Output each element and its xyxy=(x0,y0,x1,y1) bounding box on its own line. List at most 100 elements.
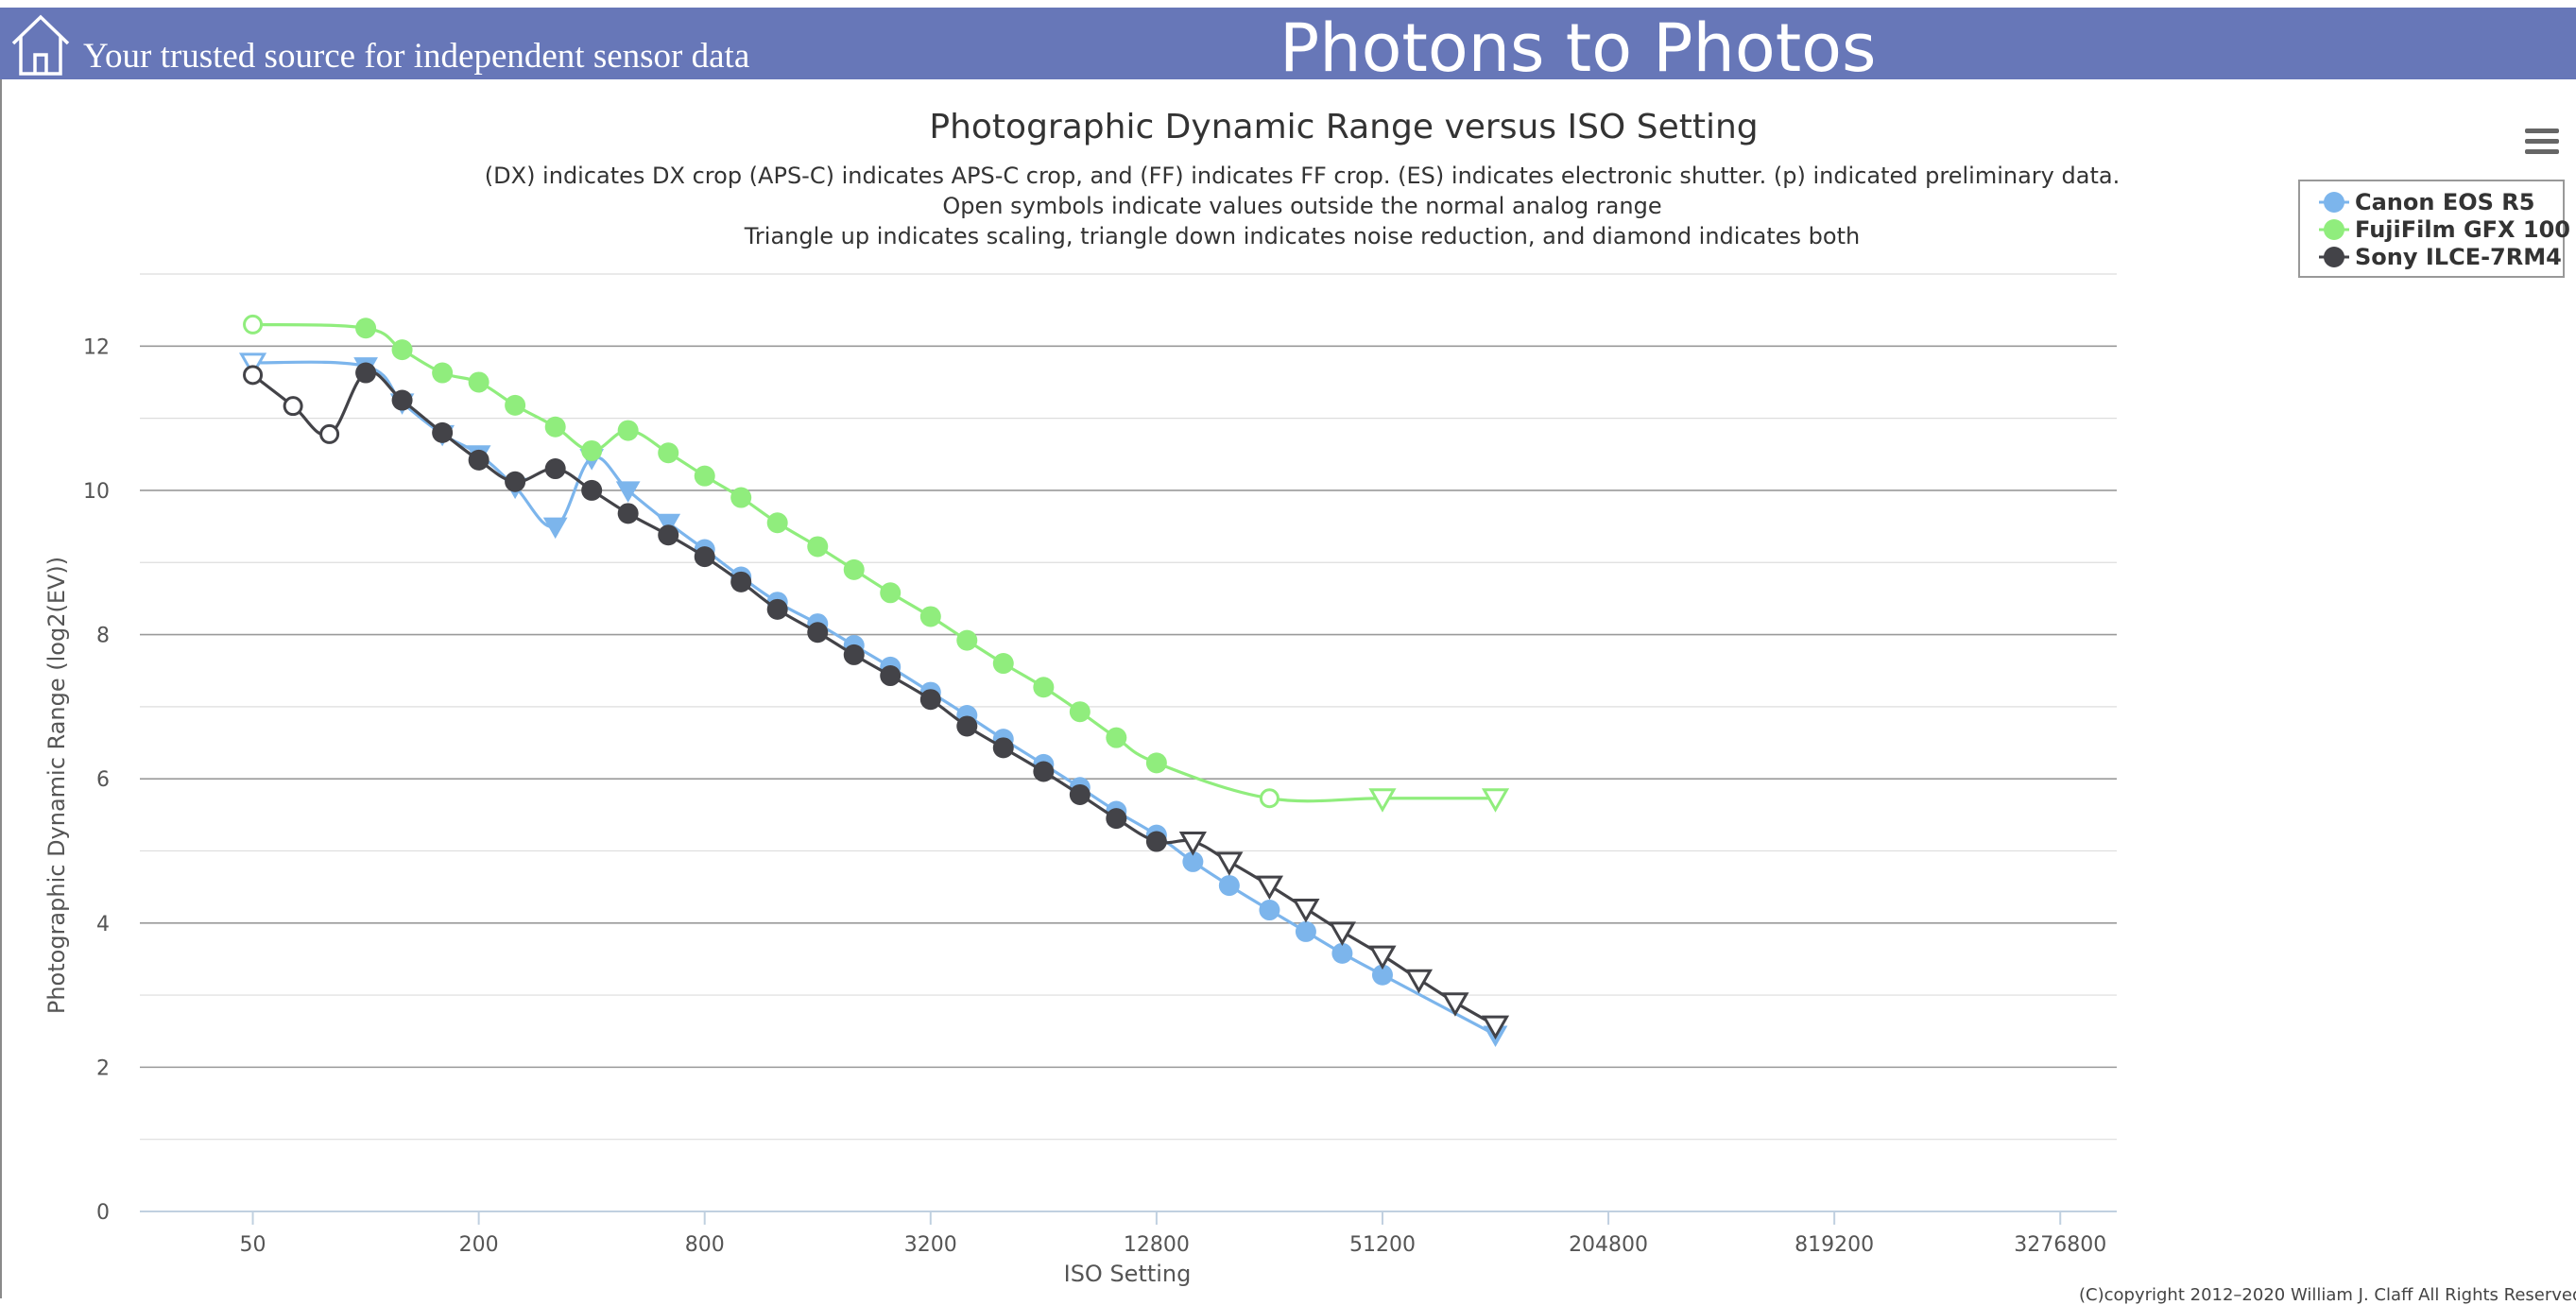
sony-ilce-7rm4-line xyxy=(251,369,1497,1027)
sony-ilce-7rm4-point xyxy=(283,396,303,417)
site-header: Your trusted source for independent sens… xyxy=(0,8,2576,87)
canon-eos-r5-point xyxy=(1182,850,1204,872)
sony-ilce-7rm4-point xyxy=(1069,783,1091,805)
fujifilm-gfx-100-point xyxy=(1106,727,1127,748)
sony-ilce-7rm4-point xyxy=(1033,761,1055,782)
chart-subtitle-line: (DX) indicates DX crop (APS-C) indicates… xyxy=(485,163,2120,189)
fujifilm-gfx-100-point xyxy=(919,606,941,627)
sony-ilce-7rm4-point xyxy=(1145,831,1167,852)
hamburger-menu-icon[interactable] xyxy=(2525,129,2559,161)
x-tick-label: 3200 xyxy=(904,1233,957,1257)
sony-ilce-7rm4-point xyxy=(1292,899,1320,923)
sony-ilce-7rm4-point xyxy=(1178,832,1207,856)
y-tick-label: 0 xyxy=(96,1201,110,1225)
chart-subtitle-line: Triangle up indicates scaling, triangle … xyxy=(744,223,1860,249)
x-tick-label: 51200 xyxy=(1349,1233,1416,1257)
x-tick-label: 800 xyxy=(685,1233,725,1257)
sony-ilce-7rm4-point xyxy=(956,715,978,737)
fujifilm-gfx-100-point xyxy=(1259,788,1279,809)
sony-ilce-7rm4-point xyxy=(1368,945,1397,970)
fujifilm-gfx-100-point xyxy=(243,314,264,335)
x-axis-title: ISO Setting xyxy=(1064,1261,1192,1287)
canon-eos-r5-point xyxy=(1295,920,1316,942)
dynamic-range-chart: 0 2 4 6 8 10 12 50 200 800 3200 12800 51200 204800 819… xyxy=(43,108,2120,1287)
site-tagline: Your trusted source for independent sens… xyxy=(83,37,750,76)
legend-label: Canon EOS R5 xyxy=(2355,189,2535,215)
fujifilm-gfx-100-point xyxy=(807,536,829,558)
x-tick-label: 204800 xyxy=(1569,1233,1648,1257)
sony-ilce-7rm4-point xyxy=(658,524,679,546)
y-tick-label: 8 xyxy=(96,625,110,648)
legend-item[interactable]: Canon EOS R5 xyxy=(2317,189,2534,215)
fujifilm-gfx-100-point xyxy=(694,465,715,487)
sony-ilce-7rm4-point xyxy=(1441,992,1469,1017)
fujifilm-gfx-100-point xyxy=(658,442,679,464)
canon-eos-r5-point xyxy=(656,513,681,536)
sony-ilce-7rm4-point xyxy=(1404,969,1434,994)
sony-ilce-7rm4-point xyxy=(1328,921,1356,946)
fujifilm-gfx-100-point xyxy=(581,439,603,461)
canon-eos-r5-point xyxy=(615,481,641,503)
sony-ilce-7rm4-point xyxy=(843,644,865,665)
home-icon[interactable] xyxy=(8,11,74,77)
fujifilm-gfx-100-point xyxy=(766,512,788,534)
x-tick-label: 3276800 xyxy=(2014,1233,2106,1257)
fujifilm-gfx-100-point xyxy=(468,371,489,393)
x-tick-label: 200 xyxy=(459,1233,499,1257)
fujifilm-gfx-100-point xyxy=(355,318,377,339)
sony-ilce-7rm4-point xyxy=(992,737,1014,759)
sony-ilce-7rm4-point xyxy=(766,598,788,620)
sony-ilce-7rm4-point xyxy=(1106,808,1127,830)
sony-ilce-7rm4-point xyxy=(919,689,941,711)
fujifilm-gfx-100-point xyxy=(1481,788,1510,813)
sony-ilce-7rm4-point xyxy=(432,421,454,443)
y-tick-label: 10 xyxy=(83,480,110,504)
sony-ilce-7rm4-point xyxy=(581,479,603,501)
fujifilm-gfx-100-point xyxy=(843,558,865,580)
sony-ilce-7rm4-point xyxy=(694,546,715,568)
fujifilm-gfx-100-point xyxy=(1033,677,1055,698)
canon-eos-r5-series xyxy=(238,352,1508,1048)
y-axis-title: Photographic Dynamic Range (log2(EV)) xyxy=(43,557,70,1014)
legend-symbol-icon xyxy=(2319,247,2349,267)
sony-ilce-7rm4-point xyxy=(468,449,489,471)
x-tick-label: 50 xyxy=(240,1233,266,1257)
fujifilm-gfx-100-point xyxy=(617,420,639,441)
sony-ilce-7rm4-point xyxy=(880,665,902,687)
chart-subtitle-line: Open symbols indicate values outside the… xyxy=(942,193,1661,219)
sony-ilce-7rm4-series xyxy=(243,362,1510,1040)
canon-eos-r5-point xyxy=(1371,964,1393,986)
fujifilm-gfx-100-point xyxy=(391,339,413,361)
legend-label: FujiFilm GFX 100 xyxy=(2355,216,2570,243)
sony-ilce-7rm4-point xyxy=(1481,1015,1510,1040)
canon-eos-r5-point xyxy=(238,352,267,377)
y-tick-label: 4 xyxy=(96,913,110,936)
x-tick-label: 12800 xyxy=(1124,1233,1190,1257)
legend-item[interactable]: FujiFilm GFX 100 xyxy=(2317,216,2570,243)
sony-ilce-7rm4-point xyxy=(505,471,526,492)
fujifilm-gfx-100-series xyxy=(243,314,1510,813)
legend-symbol-icon xyxy=(2319,192,2349,213)
canon-eos-r5-point xyxy=(1259,900,1280,921)
sony-ilce-7rm4-point xyxy=(1255,875,1284,901)
site-brand[interactable]: Photons to Photos xyxy=(1279,9,1877,87)
sony-ilce-7rm4-point xyxy=(730,571,752,592)
page-frame-border xyxy=(0,79,2,1298)
fujifilm-gfx-100-point xyxy=(505,394,526,416)
sony-ilce-7rm4-point xyxy=(544,458,566,480)
y-tick-label: 6 xyxy=(96,768,110,792)
fujifilm-gfx-100-point xyxy=(1368,788,1397,813)
canon-eos-r5-point xyxy=(1331,942,1353,964)
fujifilm-gfx-100-point xyxy=(992,653,1014,675)
canon-eos-r5-point xyxy=(1218,875,1240,897)
legend-symbol-icon xyxy=(2319,219,2349,240)
fujifilm-gfx-100-point xyxy=(1145,752,1167,774)
fujifilm-gfx-100-point xyxy=(544,416,566,438)
legend-item[interactable]: Sony ILCE-7RM4 xyxy=(2317,244,2562,270)
chart-title: Photographic Dynamic Range versus ISO Se… xyxy=(929,108,1758,146)
chart-legend: Canon EOS R5 FujiFilm GFX 100 Sony ILCE-7R… xyxy=(2298,180,2570,278)
fujifilm-gfx-100-point xyxy=(1069,701,1091,723)
sony-ilce-7rm4-point xyxy=(617,503,639,524)
fujifilm-gfx-100-point xyxy=(432,362,454,384)
legend-label: Sony ILCE-7RM4 xyxy=(2355,244,2562,270)
